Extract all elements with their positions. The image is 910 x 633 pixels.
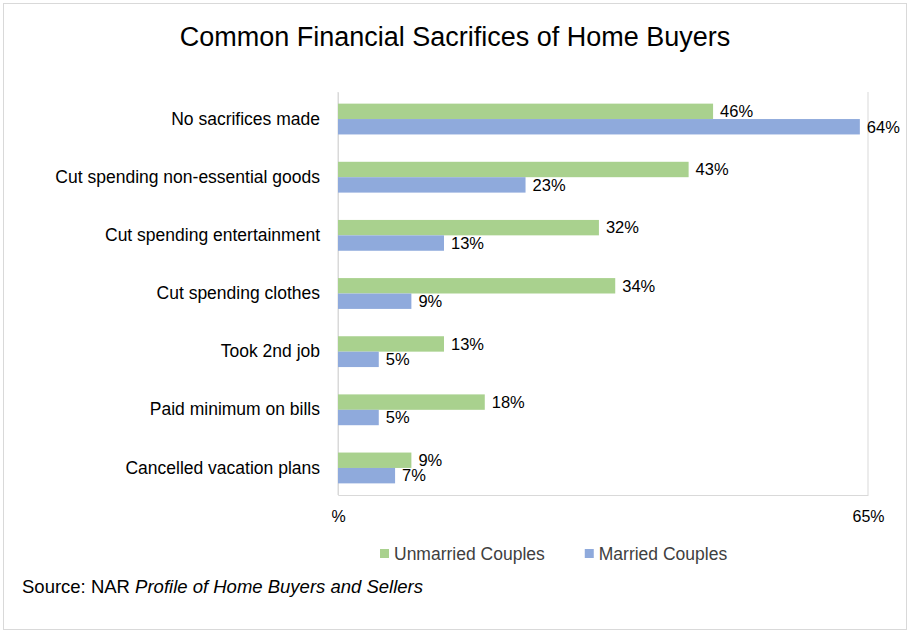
data-label: 7%	[402, 466, 426, 484]
legend-item: Unmarried Couples	[380, 544, 545, 564]
data-label: 32%	[606, 218, 639, 236]
category-label: Cut spending clothes	[157, 283, 321, 303]
bar	[338, 453, 411, 468]
title: Common Financial Sacrifices of Home Buye…	[180, 22, 731, 52]
bar	[338, 394, 485, 409]
source: Source: NAR Profile of Home Buyers and S…	[22, 576, 423, 597]
bar	[338, 177, 526, 192]
data-label: 34%	[622, 277, 655, 295]
tick: No sacrifices made	[171, 109, 338, 129]
tick: Cut spending clothes	[157, 283, 338, 303]
tick-label: 65%	[852, 508, 884, 525]
data-label: 5%	[386, 350, 410, 368]
tick: Cut spending entertainment	[105, 225, 338, 245]
data-label: 64%	[867, 118, 900, 136]
bars	[338, 104, 860, 484]
data-label: 13%	[451, 234, 484, 252]
source-part: Source: NAR	[22, 576, 135, 597]
grid-line	[868, 92, 869, 495]
legend-swatch	[380, 549, 389, 558]
bar	[338, 235, 444, 250]
bar	[338, 119, 860, 134]
tick: Paid minimum on bills	[150, 399, 338, 419]
axis-line	[339, 495, 869, 496]
category-label: No sacrifices made	[171, 109, 320, 129]
data-label: 5%	[386, 408, 410, 426]
category-label: Took 2nd job	[221, 341, 320, 361]
y-axis: No sacrifices made Cut spending non-essen…	[55, 93, 338, 496]
grid	[338, 92, 868, 495]
data-label: 18%	[492, 393, 525, 411]
tick-label: %	[331, 508, 345, 525]
category-label: Cancelled vacation plans	[125, 458, 320, 478]
source-part: Profile of Home Buyers and Sellers	[135, 576, 423, 597]
bar	[338, 352, 379, 367]
data-label: 43%	[696, 160, 729, 178]
data-labels: 46%43%32%34%13%18%9%64%23%13%9%5%5%7%	[386, 102, 900, 484]
tick: Took 2nd job	[221, 341, 338, 361]
category-label: Cut spending entertainment	[105, 225, 320, 245]
bar	[338, 294, 411, 309]
bar	[338, 410, 379, 425]
frame	[4, 4, 907, 630]
tick: Cut spending non-essential goods	[55, 167, 338, 187]
data-label: 13%	[451, 335, 484, 353]
legend-label: Unmarried Couples	[394, 544, 545, 564]
bar	[338, 162, 689, 177]
category-label: Paid minimum on bills	[150, 399, 320, 419]
legend: Unmarried Couples Married Couples	[380, 544, 727, 564]
tick: %	[331, 495, 345, 525]
data-label: 9%	[418, 292, 442, 310]
data-label: 23%	[533, 176, 566, 194]
x-axis: % 65%	[331, 495, 884, 525]
bar	[338, 468, 395, 483]
bar	[338, 104, 713, 119]
legend-label: Married Couples	[599, 544, 728, 564]
bar	[338, 278, 615, 293]
legend-swatch	[585, 549, 594, 558]
legend-item: Married Couples	[585, 544, 728, 564]
tick: Cancelled vacation plans	[125, 458, 338, 478]
tick: 65%	[852, 495, 884, 525]
data-label: 46%	[720, 102, 753, 120]
category-label: Cut spending non-essential goods	[55, 167, 320, 187]
